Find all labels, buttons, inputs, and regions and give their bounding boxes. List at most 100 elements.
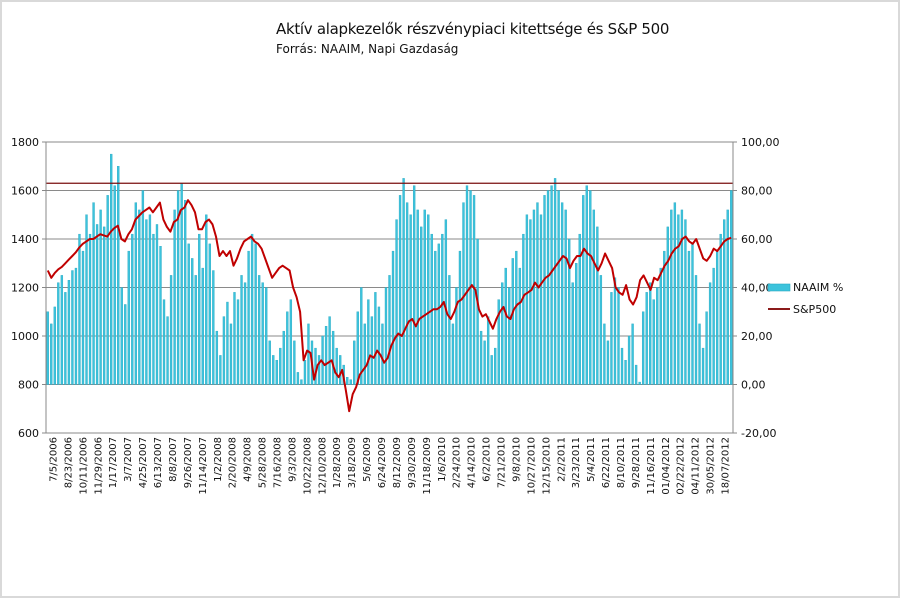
naaim-bar xyxy=(479,330,483,385)
naaim-bar xyxy=(303,360,307,385)
naaim-bar xyxy=(673,202,677,385)
naaim-bar xyxy=(120,287,123,385)
x-tick-label: 3/18/2009 xyxy=(347,437,358,488)
naaim-bar xyxy=(219,355,222,385)
naaim-bar xyxy=(282,330,285,385)
naaim-bar xyxy=(723,219,726,385)
naaim-bar xyxy=(606,340,610,385)
x-tick-label: 8/8/2007 xyxy=(168,437,179,482)
naaim-bar xyxy=(599,275,603,385)
naaim-bar xyxy=(715,250,719,385)
naaim-bar xyxy=(420,226,423,385)
naaim-bar xyxy=(402,178,405,385)
naaim-bar xyxy=(257,275,261,385)
naaim-bar xyxy=(677,214,680,385)
naaim-bar xyxy=(539,214,543,385)
naaim-bar xyxy=(680,209,684,385)
naaim-bar xyxy=(131,233,134,385)
naaim-bar xyxy=(405,202,409,385)
naaim-bar xyxy=(575,263,578,385)
naaim-bar xyxy=(363,323,367,385)
naaim-bar xyxy=(293,340,296,385)
legend-naaim-label: NAAIM % xyxy=(793,281,843,294)
naaim-bar xyxy=(286,311,289,385)
naaim-bar xyxy=(458,250,462,385)
naaim-bar xyxy=(536,202,539,385)
naaim-bar xyxy=(571,282,574,385)
naaim-bar xyxy=(494,347,497,385)
naaim-bar xyxy=(247,250,250,385)
naaim-bar xyxy=(88,233,92,385)
chart-subtitle: Forrás: NAAIM, Napi Gazdaság xyxy=(276,42,459,56)
naaim-bar xyxy=(603,323,606,385)
left-tick-label: 600 xyxy=(18,427,39,440)
naaim-bar xyxy=(529,219,532,385)
naaim-bar xyxy=(719,233,722,385)
x-tick-label: 11/14/2007 xyxy=(198,437,209,495)
x-tick-label: 7/5/2006 xyxy=(48,437,59,482)
naaim-bar xyxy=(656,287,659,385)
naaim-bar xyxy=(462,202,465,385)
naaim-bar xyxy=(106,195,109,385)
naaim-bar xyxy=(568,238,571,385)
legend-sp500-label: S&P500 xyxy=(793,303,836,316)
x-tick-label: 9/3/2008 xyxy=(287,437,298,482)
naaim-bar xyxy=(78,233,81,385)
x-tick-label: 9/26/2007 xyxy=(183,437,194,488)
x-tick-label: 04/11/2012 xyxy=(691,437,702,495)
left-tick-label: 1400 xyxy=(11,233,39,246)
x-tick-label: 1/17/2007 xyxy=(108,437,119,488)
x-tick-label: 3/7/2007 xyxy=(123,437,134,482)
naaim-bar xyxy=(226,301,229,385)
naaim-bar xyxy=(641,311,645,385)
left-tick-label: 1000 xyxy=(11,330,39,343)
naaim-bar xyxy=(398,195,402,385)
naaim-bar xyxy=(730,190,733,385)
naaim-bar xyxy=(183,199,187,385)
left-tick-label: 1600 xyxy=(11,185,39,198)
naaim-bar xyxy=(222,316,226,385)
naaim-bar xyxy=(550,185,553,385)
naaim-bar xyxy=(268,340,271,385)
naaim-bar xyxy=(173,209,176,385)
naaim-bar xyxy=(543,195,546,385)
naaim-bar xyxy=(701,347,705,385)
chart-title: Aktív alapkezelők részvénypiaci kitettsé… xyxy=(276,20,670,38)
x-tick-label: 6/13/2007 xyxy=(153,437,164,488)
naaim-bar xyxy=(71,270,74,385)
naaim-bar xyxy=(585,185,588,385)
naaim-bar xyxy=(423,209,426,385)
x-tick-label: 2/2/2011 xyxy=(556,437,567,482)
x-tick-label: 11/18/2009 xyxy=(422,437,433,495)
naaim-bar xyxy=(194,275,197,385)
naaim-bar xyxy=(229,323,233,385)
naaim-bar xyxy=(145,219,148,385)
x-tick-label: 01/04/2012 xyxy=(661,437,672,495)
naaim-bar xyxy=(659,267,662,385)
naaim-bar xyxy=(391,250,395,385)
naaim-bar xyxy=(162,299,166,385)
naaim-bar xyxy=(296,372,300,385)
right-tick-label: 80,00 xyxy=(741,185,773,198)
naaim-bar xyxy=(64,292,67,385)
naaim-bar xyxy=(437,243,440,385)
naaim-bar xyxy=(67,280,71,385)
naaim-bar xyxy=(127,250,130,385)
legend-naaim-swatch xyxy=(767,283,791,292)
x-tick-label: 2/20/2008 xyxy=(228,437,239,488)
naaim-bar xyxy=(148,214,152,385)
naaim-bar xyxy=(553,178,557,385)
naaim-bar xyxy=(205,214,208,385)
right-tick-label: -20,00 xyxy=(741,427,776,440)
naaim-bar xyxy=(557,190,560,385)
naaim-bar xyxy=(560,202,564,385)
naaim-bar xyxy=(708,282,712,385)
naaim-bar xyxy=(525,214,529,385)
naaim-bar xyxy=(236,299,240,385)
x-tick-label: 10/22/2008 xyxy=(302,437,313,495)
x-tick-label: 1/2/2008 xyxy=(213,437,224,482)
naaim-bar xyxy=(349,379,352,385)
left-tick-label: 1800 xyxy=(11,136,39,149)
naaim-bar xyxy=(638,381,641,385)
